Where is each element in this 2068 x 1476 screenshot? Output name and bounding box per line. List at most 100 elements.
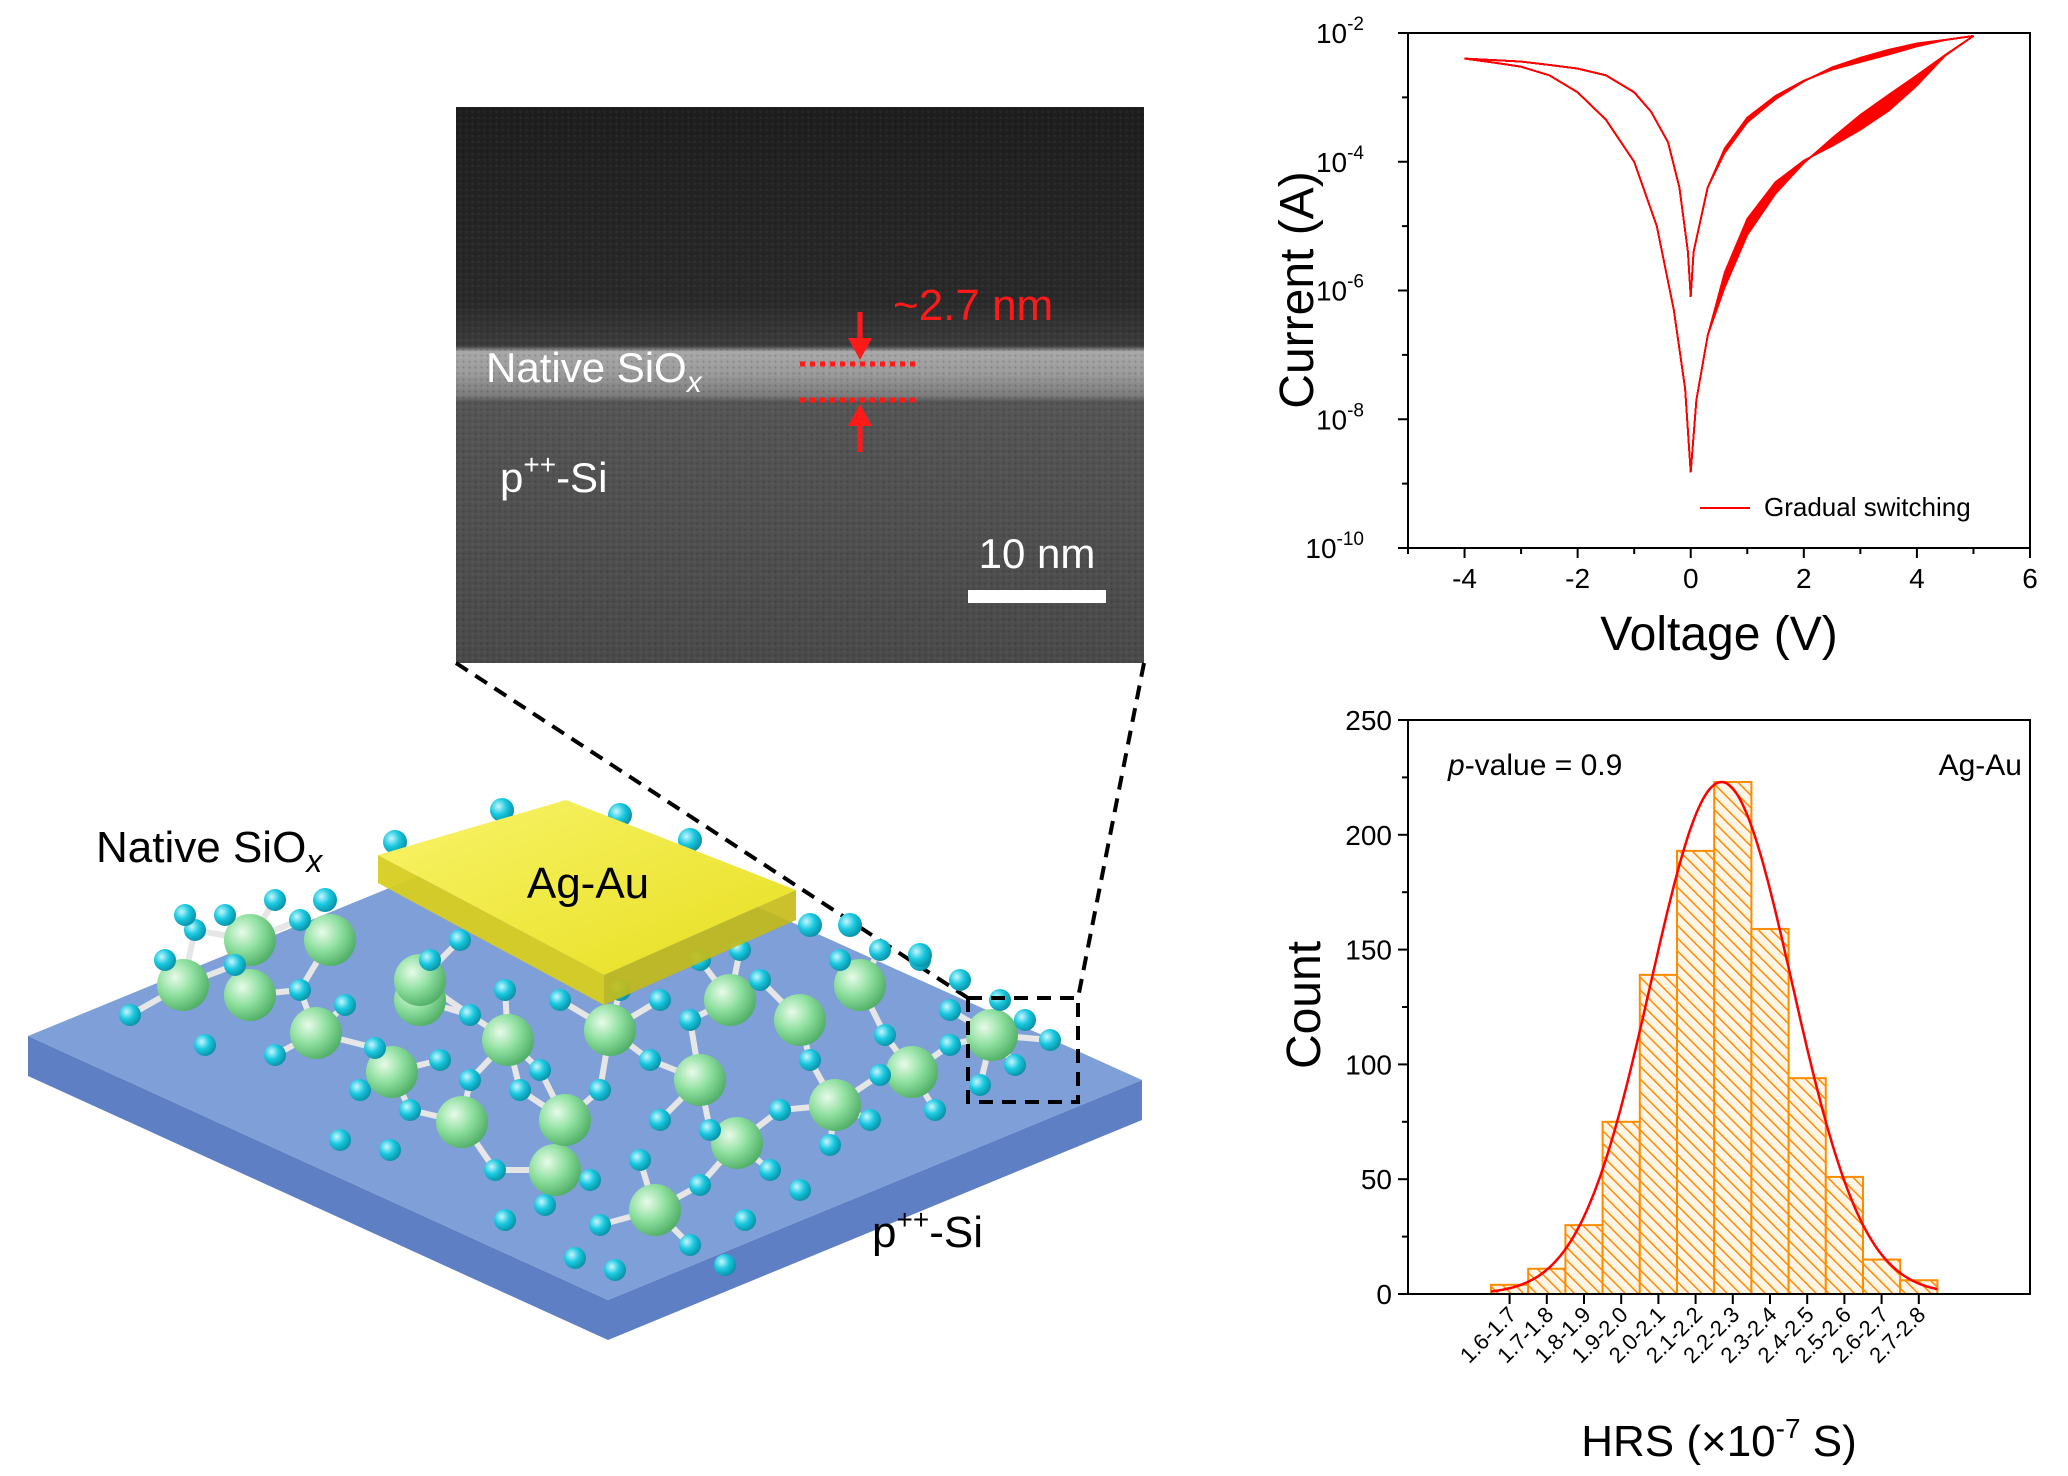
o-atom <box>329 1129 351 1151</box>
o-atom <box>949 969 971 991</box>
si-atom <box>774 994 826 1046</box>
o-atom <box>484 1159 506 1181</box>
hist-bar-1 <box>1527 1267 1567 1296</box>
o-atom <box>429 1049 451 1071</box>
si-atom <box>224 914 276 966</box>
o-atom <box>924 1099 946 1121</box>
o-atom <box>509 1079 531 1101</box>
si-atom <box>304 914 356 966</box>
o-atom <box>649 989 671 1011</box>
o-atom <box>154 949 176 971</box>
thickness-arrow-up <box>848 404 872 452</box>
iv-upper-cycle-0 <box>1464 35 1974 297</box>
tem-native-label: Native SiOx <box>486 344 703 399</box>
iv-upper-cycle-6 <box>1464 35 1974 297</box>
iv-ytick-label-1: 10-8 <box>1316 400 1364 435</box>
o-atom <box>649 1109 671 1131</box>
o-atom <box>759 1159 781 1181</box>
hist-ytick-label-0: 0 <box>1376 1279 1392 1310</box>
o-atom <box>214 904 236 926</box>
o-atom <box>629 1149 651 1171</box>
o-atom <box>908 943 932 967</box>
o-atom <box>564 1247 586 1269</box>
si-atom <box>539 1094 591 1146</box>
o-atom <box>1004 1054 1026 1076</box>
o-atom <box>939 999 961 1021</box>
hist-ylabel: Count <box>1278 941 1331 1069</box>
si-atom <box>834 959 886 1011</box>
iv-xtick-label-3: 2 <box>1796 563 1812 594</box>
o-atom <box>859 1109 881 1131</box>
electrode-side <box>604 890 796 1005</box>
iv-upper-cycle-11 <box>1464 35 1974 297</box>
o-atom <box>869 1064 891 1086</box>
o-atom <box>289 979 311 1001</box>
o-atom <box>264 889 286 911</box>
o-atom <box>678 828 702 852</box>
si-atom <box>366 1046 418 1098</box>
o-atom <box>579 1169 601 1191</box>
scalebar-label: 10 nm <box>979 530 1096 577</box>
hist-bar-9 <box>1824 1175 1865 1296</box>
o-atom <box>689 1174 711 1196</box>
iv-upper-cycle-4 <box>1464 35 1974 297</box>
electrode-top <box>378 800 796 975</box>
iv-xlabel: Voltage (V) <box>1600 608 1837 661</box>
o-atom <box>749 969 771 991</box>
iv-upper-cycle-8 <box>1464 35 1974 297</box>
o-atom <box>734 1209 756 1231</box>
zoom-box <box>966 996 1080 1104</box>
atomic-network <box>119 798 1061 1281</box>
iv-upper-cycle-5 <box>1464 35 1974 297</box>
o-atom <box>769 1099 791 1121</box>
o-atom <box>119 1004 141 1026</box>
si-atom <box>809 1079 861 1131</box>
electrode-front <box>378 855 604 1005</box>
hist-bar-5 <box>1676 849 1716 1295</box>
o-atom <box>869 939 891 961</box>
iv-lower-cycle-10 <box>1464 35 1974 473</box>
o-atom <box>419 949 441 971</box>
gaussian-fit-curve <box>1490 780 1938 1293</box>
o-atom <box>334 994 356 1016</box>
electrode-label: Ag-Au <box>527 859 649 908</box>
iv-chart: -4 -2 0 2 4 6 10-10 10-8 10-6 10-4 10-2 Voltage (V… <box>1271 14 2038 661</box>
o-atom <box>449 929 471 951</box>
thickness-arrow-down <box>848 312 872 360</box>
o-atom <box>939 1034 961 1056</box>
iv-curves <box>1464 35 1974 473</box>
hist-bar-10 <box>1862 1258 1902 1296</box>
o-atom <box>289 909 311 931</box>
tem-si-label: p++-Si <box>500 449 607 501</box>
iv-upper-cycle-10 <box>1464 35 1974 297</box>
hist-bar-2 <box>1564 1224 1604 1295</box>
o-atom <box>819 1134 841 1156</box>
iv-lower-cycle-11 <box>1464 35 1974 473</box>
thickness-label: ~2.7 nm <box>893 281 1053 330</box>
iv-upper-cycle-1 <box>1464 35 1974 297</box>
iv-xtick-label-1: -2 <box>1565 563 1590 594</box>
o-atom <box>589 1214 611 1236</box>
o-atom <box>349 1079 371 1101</box>
si-atom <box>584 1004 636 1056</box>
scalebar <box>968 590 1106 603</box>
substrate-side <box>28 1036 1142 1340</box>
schematic-si-label: p++-Si <box>872 1204 983 1257</box>
si-atom <box>966 1009 1018 1061</box>
hist-bar-8 <box>1787 1077 1827 1296</box>
o-atom <box>1039 1029 1061 1051</box>
o-atom <box>194 1034 216 1056</box>
o-atom <box>490 798 514 822</box>
hist-xlabel: HRS (×10-7 S) <box>1581 1413 1857 1466</box>
iv-xtick-label-4: 4 <box>1909 563 1925 594</box>
hist-ytick-label-5: 250 <box>1345 705 1392 736</box>
iv-legend-label: Gradual switching <box>1764 492 1971 522</box>
hist-ytick-label-4: 200 <box>1345 820 1392 851</box>
o-atom <box>798 913 822 937</box>
o-atom <box>174 904 196 926</box>
hist-bar-4 <box>1638 973 1679 1296</box>
o-atom <box>494 1209 516 1231</box>
iv-ylabel: Current (A) <box>1271 171 1324 408</box>
electrode: Ag-Au <box>378 800 796 1005</box>
